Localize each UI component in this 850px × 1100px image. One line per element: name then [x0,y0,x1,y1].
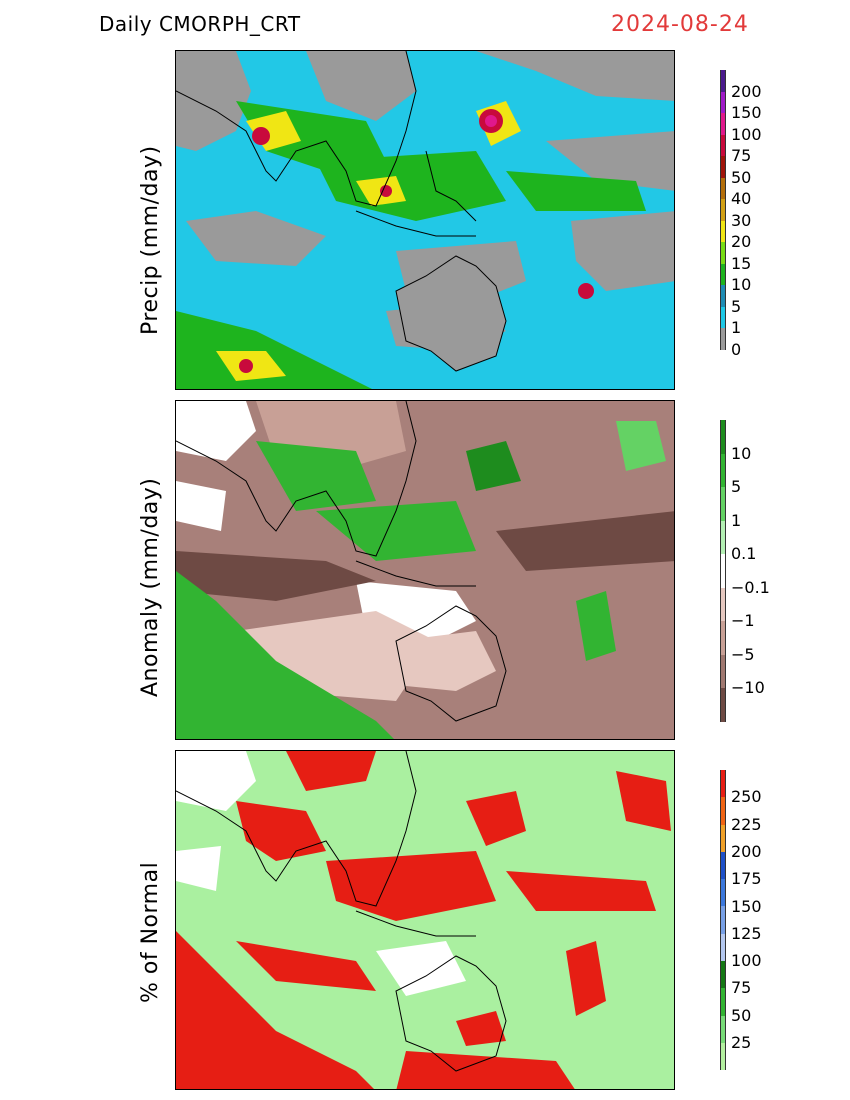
colorbar-tick-label: 0 [731,339,742,359]
colorbar-swatch [720,328,726,350]
colorbar-swatch [720,906,726,934]
colorbar-tick-label: −5 [731,644,755,664]
colorbar-tick-label: 5 [731,296,742,316]
colorbar-swatch [720,242,726,264]
colorbar-swatch [720,554,726,588]
colorbar-tick-label: 100 [731,124,762,144]
colorbar-tick-label: 1 [731,510,742,530]
colorbar-swatch [720,91,726,113]
percent-colorbar [720,770,726,1071]
colorbar-swatch [720,879,726,907]
colorbar-swatch [720,933,726,962]
colorbar-tick-label: 30 [731,210,752,230]
colorbar-swatch [720,988,726,1016]
colorbar-tick-label: 50 [731,167,752,187]
percent-normal-map [175,750,675,1090]
colorbar-swatch [720,199,726,221]
colorbar-swatch [720,587,726,621]
colorbar-swatch [720,285,726,307]
colorbar-tick-label: 175 [731,869,762,889]
anomaly-colorbar [720,420,726,722]
colorbar-tick-label: 150 [731,103,762,122]
product-title: Daily CMORPH_CRT [99,12,301,36]
colorbar-swatch [720,177,726,199]
colorbar-tick-label: −1 [731,611,755,630]
colorbar-swatch [720,156,726,178]
colorbar-tick-label: 10 [731,443,752,463]
colorbar-swatch [720,487,726,521]
colorbar-swatch [720,770,726,798]
colorbar-swatch [720,113,726,135]
colorbar-swatch [720,1042,726,1071]
colorbar-tick-label: 25 [731,1033,752,1052]
colorbar-swatch [720,961,726,989]
colorbar-tick-label: 40 [731,189,752,208]
colorbar-swatch [720,520,726,554]
colorbar-swatch [720,134,726,156]
colorbar-tick-label: 50 [731,1005,752,1025]
precip-axis-label: Precip (mm/day) [138,145,163,335]
precip-colorbar [720,70,726,350]
colorbar-tick-label: 20 [731,232,752,251]
colorbar-tick-label: −10 [731,678,765,697]
colorbar-tick-label: 150 [731,896,762,916]
colorbar-swatch [720,621,726,655]
colorbar-tick-label: 1 [731,318,742,337]
colorbar-swatch [720,688,726,722]
colorbar-tick-label: 0.1 [731,544,757,563]
colorbar-swatch [720,70,726,92]
colorbar-tick-label: 225 [731,814,762,834]
percent-axis-label: % of Normal [138,861,163,1003]
colorbar-tick-label: 10 [731,275,752,294]
colorbar-swatch [720,851,726,880]
colorbar-swatch [720,1015,726,1043]
date-label: 2024-08-24 [611,12,749,37]
colorbar-swatch [720,420,726,454]
colorbar-swatch [720,654,726,688]
colorbar-tick-label: 15 [731,253,752,273]
colorbar-swatch [720,797,726,825]
colorbar-tick-label: 75 [731,146,752,165]
colorbar-tick-label: 125 [731,923,762,943]
precip-map [175,50,675,390]
colorbar-swatch [720,306,726,328]
colorbar-tick-label: 200 [731,81,762,101]
colorbar-swatch [720,220,726,242]
colorbar-tick-label: −0.1 [731,577,770,597]
colorbar-swatch [720,453,726,487]
anomaly-map [175,400,675,740]
colorbar-swatch [720,824,726,852]
colorbar-tick-label: 100 [731,951,762,971]
colorbar-tick-label: 75 [731,978,752,998]
colorbar-tick-label: 5 [731,477,742,496]
colorbar-tick-label: 200 [731,841,762,861]
colorbar-tick-label: 250 [731,787,762,807]
colorbar-swatch [720,263,726,285]
anomaly-axis-label: Anomaly (mm/day) [138,477,163,697]
